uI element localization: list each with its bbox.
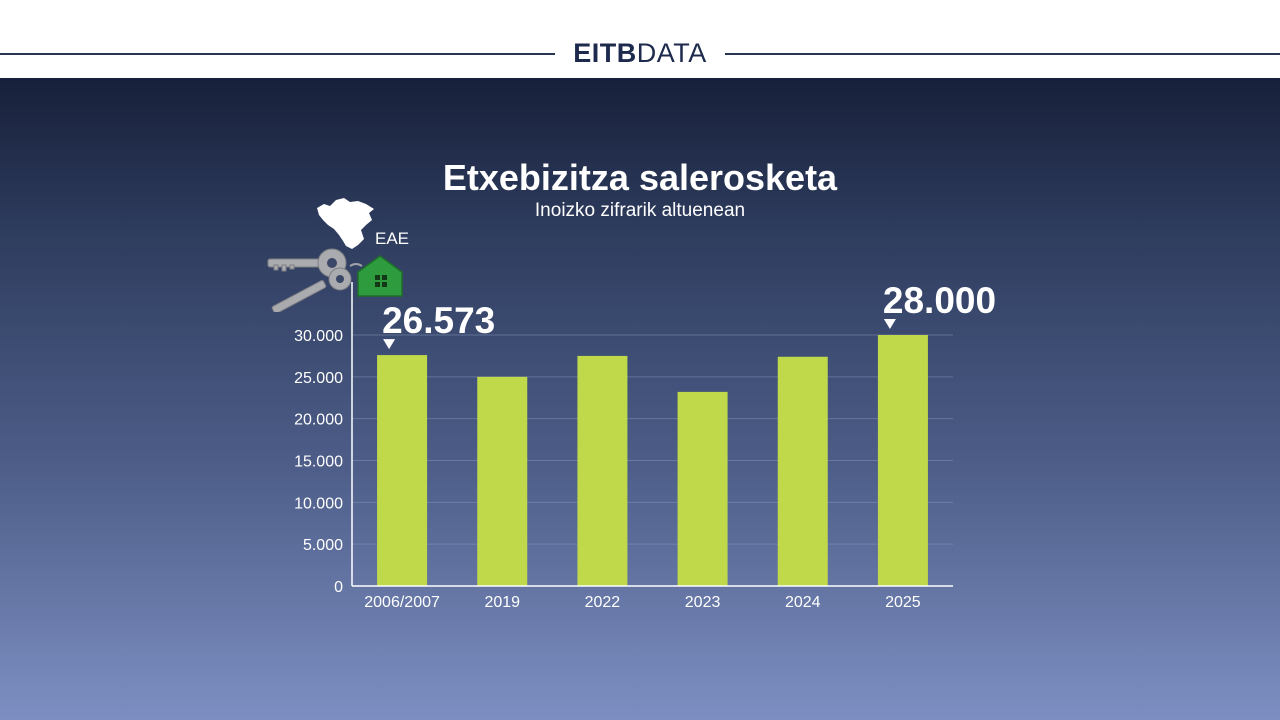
bar-2006-2007 — [377, 355, 428, 586]
x-tick-label: 2022 — [585, 594, 621, 611]
bar-2019 — [477, 376, 528, 586]
header-bar: EITBDATA — [0, 0, 1280, 78]
highlight-marker-icon — [383, 339, 396, 350]
x-tick-label: 2006/2007 — [364, 594, 440, 611]
bar-2024 — [777, 356, 828, 586]
highlight-value-label: 28.000 — [883, 280, 996, 321]
header-rule-left — [0, 53, 555, 55]
bar-2023 — [677, 391, 728, 586]
x-tick-label: 2019 — [484, 594, 520, 611]
y-tick-label: 10.000 — [294, 495, 343, 512]
house-keys-icon — [267, 248, 403, 312]
header-rule-right — [725, 53, 1280, 55]
brand-logo-bold: EITB — [573, 38, 637, 68]
bar-2022 — [577, 355, 628, 586]
y-tick-label: 5.000 — [303, 537, 343, 554]
y-tick-label: 20.000 — [294, 412, 343, 429]
brand-logo: EITBDATA — [555, 36, 725, 70]
y-tick-label: 30.000 — [294, 328, 343, 345]
x-tick-label: 2024 — [785, 594, 821, 611]
y-tick-label: 15.000 — [294, 454, 343, 471]
highlight-value-label: 26.573 — [382, 300, 495, 341]
chart-background — [0, 78, 1280, 720]
chart-subtitle: Inoizko zifrarik altuenean — [534, 200, 746, 221]
brand-logo-light: DATA — [636, 38, 707, 68]
highlight-marker-icon — [883, 319, 896, 329]
chart-title: Etxebizitza salerosketa — [442, 157, 838, 198]
y-tick-label: 25.000 — [294, 370, 343, 387]
basque-country-map-icon — [317, 198, 374, 249]
y-tick-label: 0 — [334, 579, 343, 596]
region-label: EAE — [375, 229, 410, 248]
x-tick-label: 2023 — [685, 594, 721, 611]
bar-2025 — [877, 335, 928, 586]
x-tick-label: 2025 — [885, 594, 921, 611]
